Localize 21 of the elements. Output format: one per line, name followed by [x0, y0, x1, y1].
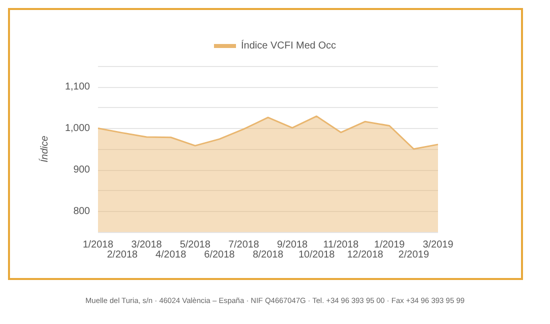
x-tick-label: 2/2019 [398, 250, 430, 260]
y-axis-title: Índice [38, 135, 50, 162]
x-tick-label: 9/2018 [276, 240, 308, 250]
x-tick-label: 1/2019 [374, 240, 406, 250]
x-tick-label: 2/2018 [106, 250, 138, 260]
x-tick-label: 7/2018 [228, 240, 260, 250]
x-tick-label: 3/2018 [131, 240, 162, 250]
x-tick-label: 12/2018 [347, 250, 384, 260]
y-tick-label: 1,100 [64, 81, 90, 92]
x-tick-label: 5/2018 [180, 240, 211, 250]
y-tick-label: 800 [73, 206, 90, 217]
y-tick-label: 1,000 [64, 122, 90, 134]
x-tick-label: 3/2019 [422, 240, 454, 250]
x-tick-label: 10/2018 [298, 250, 336, 260]
x-tick-label: 4/2018 [156, 250, 187, 260]
legend-label: Índice VCFI Med Occ [240, 40, 336, 52]
x-tick-label: 8/2018 [252, 250, 284, 260]
y-tick-label: 900 [73, 164, 90, 176]
x-tick-label: 11/2018 [323, 240, 359, 250]
x-tick-label: 1/2018 [82, 240, 114, 250]
x-tick-label: 6/2018 [204, 250, 236, 260]
